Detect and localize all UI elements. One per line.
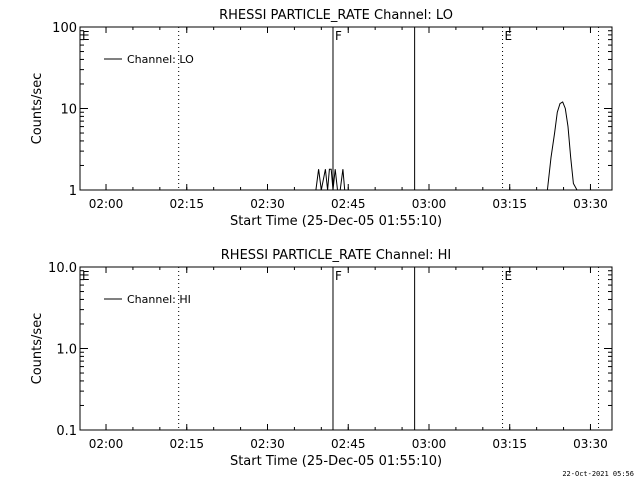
event-marker-label: E (505, 269, 513, 283)
x-tick-label: 02:15 (169, 437, 204, 451)
y-tick-label: 1.0 (56, 343, 77, 358)
x-tick-label: 03:00 (412, 437, 447, 451)
y-tick-label: 1 (69, 184, 77, 199)
y-axis-label: Counts/sec (30, 313, 45, 385)
x-tick-label: 02:30 (250, 437, 285, 451)
x-tick-label: 02:30 (250, 197, 285, 211)
x-tick-label: 03:15 (492, 197, 527, 211)
x-axis-label: Start Time (25-Dec-05 01:55:10) (230, 454, 442, 469)
plot-timestamp: 22-Oct-2021 05:56 (562, 470, 634, 478)
event-marker-label: F (335, 29, 342, 43)
data-series-line (315, 168, 350, 191)
legend-entry: Channel: HI (127, 293, 191, 306)
x-tick-label: 02:00 (89, 437, 124, 451)
x-tick-label: 03:30 (573, 437, 608, 451)
y-axis-label: Counts/sec (30, 73, 45, 145)
x-tick-label: 03:00 (412, 197, 447, 211)
x-tick-label: 03:15 (492, 437, 527, 451)
event-marker-label: F (335, 269, 342, 283)
y-tick-label: 0.1 (56, 424, 77, 439)
x-tick-label: 03:30 (573, 197, 608, 211)
data-series-line (546, 101, 578, 191)
event-marker-label: E (82, 269, 90, 283)
y-tick-label: 10.0 (48, 261, 77, 276)
y-tick-label: 100 (52, 21, 77, 36)
plot-frame (79, 26, 613, 191)
chart-title: RHESSI PARTICLE_RATE Channel: LO (219, 8, 453, 23)
x-axis-label: Start Time (25-Dec-05 01:55:10) (230, 214, 442, 229)
chart-title: RHESSI PARTICLE_RATE Channel: HI (221, 248, 451, 263)
legend-entry: Channel: LO (127, 53, 194, 66)
y-tick-label: 10 (60, 103, 77, 118)
x-tick-label: 02:15 (169, 197, 204, 211)
x-tick-label: 02:45 (331, 437, 366, 451)
plot-frame (79, 266, 613, 431)
x-tick-label: 02:45 (331, 197, 366, 211)
event-marker-label: E (505, 29, 513, 43)
x-tick-label: 02:00 (89, 197, 124, 211)
event-marker-label: E (82, 29, 90, 43)
